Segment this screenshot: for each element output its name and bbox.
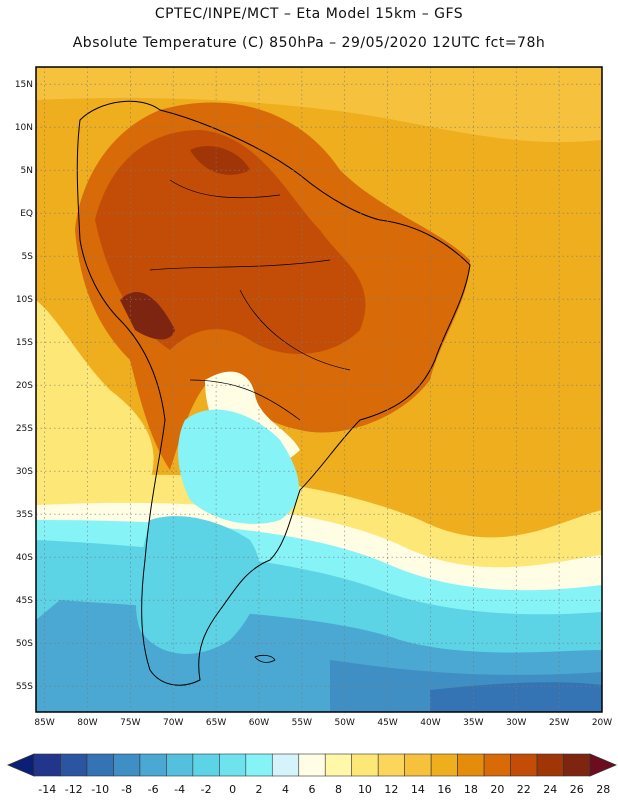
latitude-label: 5S <box>22 252 34 262</box>
colorbar-label: 20 <box>490 783 504 796</box>
colorbar-label: 12 <box>384 783 398 796</box>
colorbar-swatch <box>60 753 88 777</box>
longitude-label: 40W <box>420 718 440 728</box>
longitude-label: 80W <box>77 718 97 728</box>
longitude-label: 70W <box>163 718 183 728</box>
colorbar-label: 4 <box>282 783 289 796</box>
colorbar-swatch <box>113 753 141 777</box>
map-title-line1: CPTEC/INPE/MCT – Eta Model 15km – GFS <box>154 6 464 22</box>
longitude-label: 85W <box>34 718 54 728</box>
longitude-label: 45W <box>377 718 397 728</box>
longitude-label: 35W <box>463 718 483 728</box>
colorbar-swatch <box>192 753 220 777</box>
colorbar-label: -2 <box>201 783 212 796</box>
colorbar-swatch <box>271 753 300 777</box>
latitude-label: 10S <box>16 295 33 305</box>
colorbar-label: 24 <box>543 783 557 796</box>
colorbar-over-arrow <box>589 753 618 777</box>
colorbar-label: -6 <box>148 783 159 796</box>
colorbar-swatch <box>245 753 273 777</box>
temperature-field <box>36 67 602 712</box>
latitude-label: 45S <box>16 596 33 606</box>
colorbar-swatch <box>86 753 114 777</box>
colorbar-label: 10 <box>358 783 372 796</box>
band-north-16 <box>36 67 602 143</box>
colorbar-label: 2 <box>256 783 263 796</box>
colorbar: -14 -12 -10 -8 -6 -4 -2 0 2 4 6 8 10 12 14 16 18 20 22 24 26… <box>6 753 618 796</box>
map-frame <box>35 66 603 713</box>
latitude-label: 15N <box>15 80 33 90</box>
colorbar-label: 22 <box>517 783 531 796</box>
colorbar-swatch <box>430 753 458 777</box>
colorbar-swatch <box>33 753 61 777</box>
colorbar-swatch <box>219 753 247 777</box>
longitude-label: 30W <box>506 718 526 728</box>
falkland-islands <box>254 654 276 663</box>
colorbar-label: 26 <box>570 783 584 796</box>
longitude-label: 55W <box>292 718 312 728</box>
latitude-label: 15S <box>16 338 33 348</box>
longitude-label: 25W <box>549 718 569 728</box>
colorbar-swatch <box>404 753 432 777</box>
colorbar-label: -14 <box>38 783 56 796</box>
colorbar-label: 0 <box>229 783 236 796</box>
hot-core-andes <box>120 291 175 340</box>
colorbar-label: 18 <box>464 783 478 796</box>
latitude-label: 50S <box>16 639 33 649</box>
colorbar-swatch <box>563 753 591 777</box>
colorbar-label: -8 <box>121 783 132 796</box>
map-title-line2: Absolute Temperature (C) 850hPa – 29/05/… <box>72 35 546 51</box>
latitude-label: 10N <box>15 123 33 133</box>
colorbar-swatch <box>510 753 538 777</box>
longitude-labels: 85W 80W 75W 70W 65W 60W 55W 50W 45W 40W 35W 30W 25W 2… <box>34 718 612 728</box>
longitude-label: 75W <box>120 718 140 728</box>
colorbar-swatch <box>139 753 167 777</box>
pacific-band <box>36 300 154 480</box>
colorbar-label: 28 <box>596 783 610 796</box>
colorbar-label: -12 <box>65 783 83 796</box>
cold-patagonia <box>135 516 261 654</box>
country-borders <box>149 179 351 421</box>
cool-south-america <box>178 409 299 524</box>
south-america-outline <box>76 100 471 686</box>
colorbar-label: 8 <box>335 783 342 796</box>
latitude-label: 30S <box>16 467 33 477</box>
colorbar-label: -4 <box>174 783 185 796</box>
latitude-labels: 15N 10N 5N EQ 5S 10S 15S 20S 25S 30S 35S 40S 45S 50S 5… <box>15 80 33 692</box>
latitude-label: 55S <box>16 682 33 692</box>
longitude-label: 50W <box>335 718 355 728</box>
latitude-label: 25S <box>16 424 33 434</box>
latitude-label: 5N <box>21 166 33 176</box>
colorbar-label: -10 <box>91 783 109 796</box>
colorbar-label: 6 <box>309 783 316 796</box>
colorbar-swatch <box>351 753 379 777</box>
colorbar-swatch <box>457 753 485 777</box>
continent-hot <box>95 130 366 354</box>
latitude-label: 40S <box>16 553 33 563</box>
longitude-label: 60W <box>249 718 269 728</box>
colorbar-label: 14 <box>411 783 425 796</box>
colorbar-swatch <box>298 753 326 777</box>
latitude-label: 20S <box>16 381 33 391</box>
colorbar-swatch <box>536 753 564 777</box>
colorbar-swatch <box>166 753 194 777</box>
colorbar-label: 16 <box>437 783 451 796</box>
colorbar-swatch <box>377 753 405 777</box>
colorbar-swatch <box>483 753 511 777</box>
hot-core-north <box>190 146 250 175</box>
colorbar-swatch <box>324 753 353 777</box>
longitude-label: 65W <box>206 718 226 728</box>
latitude-label: EQ <box>20 209 33 219</box>
colorbar-under-arrow <box>6 753 35 777</box>
longitude-label: 20W <box>592 718 612 728</box>
latitude-label: 35S <box>16 510 33 520</box>
